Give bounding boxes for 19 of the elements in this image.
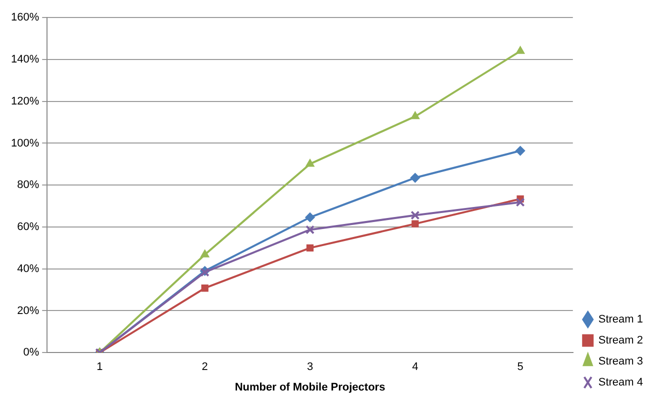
y-tick-label: 120% [10, 95, 40, 108]
legend-label: Stream 1 [598, 314, 644, 326]
y-tick-label: 20% [17, 304, 40, 317]
legend-label: Stream 2 [598, 334, 644, 347]
legend-label: Stream 4 [598, 376, 644, 389]
y-tick-label: 40% [17, 262, 40, 275]
y-tick-label: 0% [23, 346, 40, 359]
y-tick-label: 60% [17, 221, 40, 234]
y-tick-label: 140% [10, 54, 40, 66]
x-axis-title: Number of Mobile Projectors [234, 381, 386, 394]
y-tick-label: 160% [10, 12, 40, 24]
y-tick-label: 80% [17, 179, 40, 192]
y-tick-label: 100% [10, 137, 40, 150]
x-tick-label: 1 [96, 361, 103, 374]
x-tick-label: 5 [517, 361, 524, 374]
legend-label: Stream 3 [598, 356, 644, 368]
x-tick-label: 4 [412, 361, 418, 374]
x-tick-label: 2 [202, 361, 208, 374]
x-tick-label: 3 [306, 361, 314, 374]
